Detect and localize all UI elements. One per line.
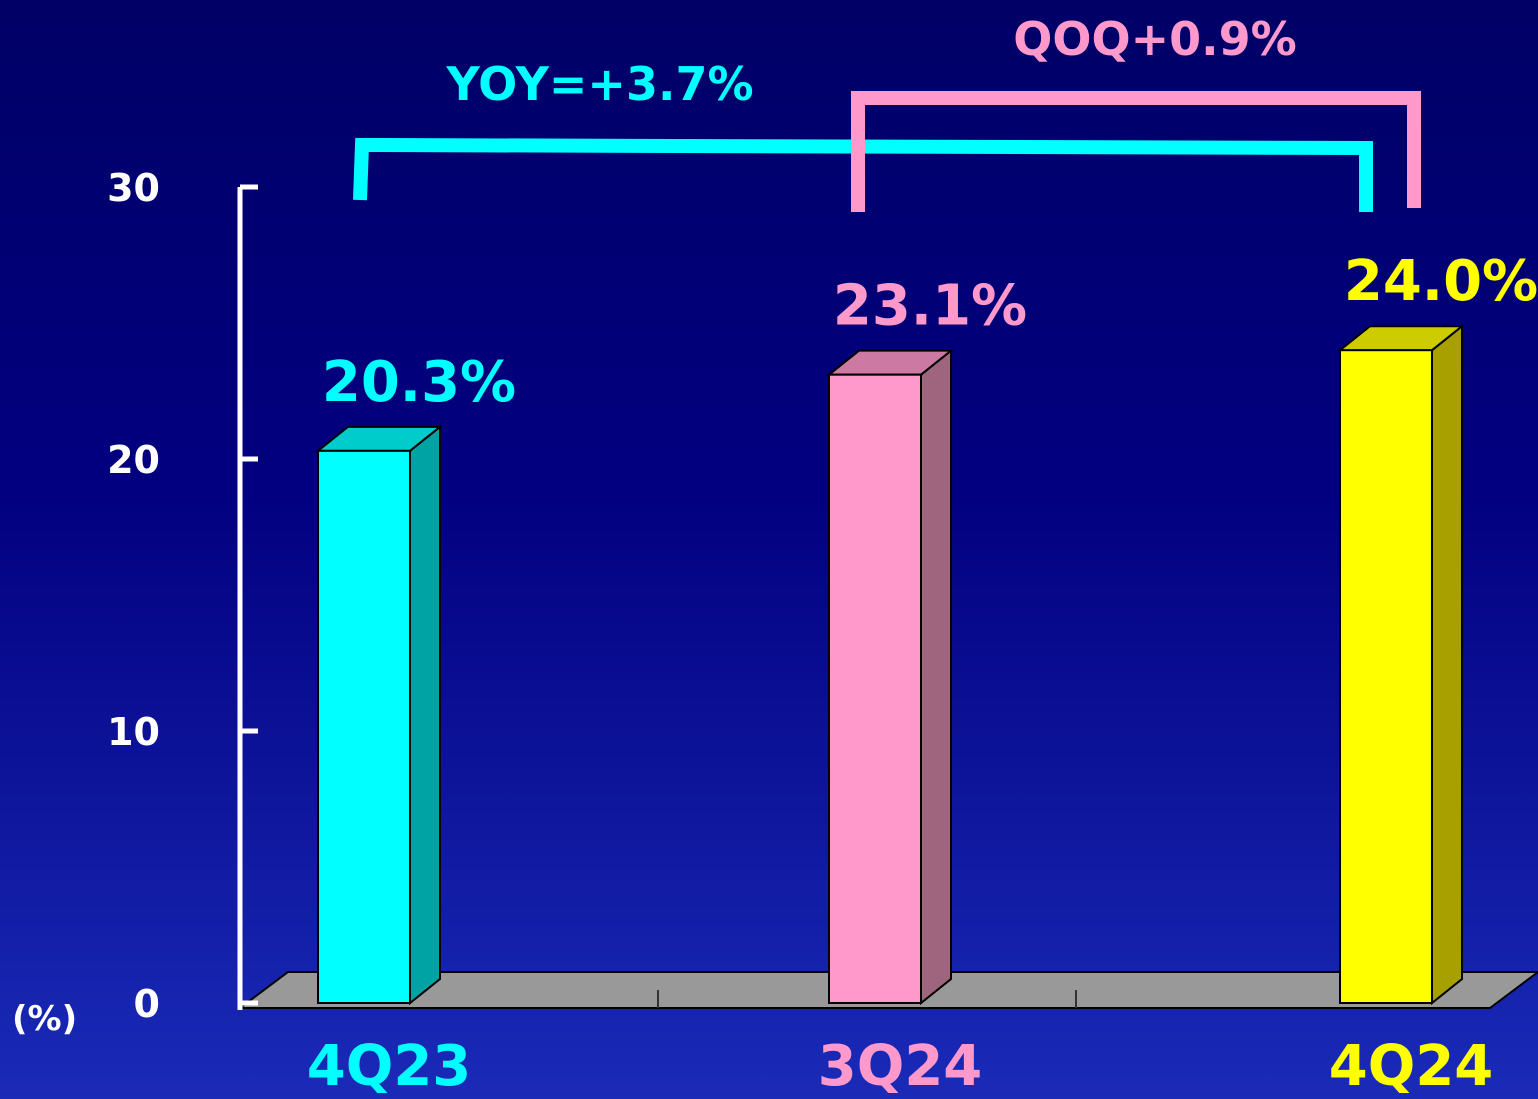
bar-4Q24 xyxy=(1337,324,1465,1006)
value-label-3Q24: 23.1% xyxy=(833,274,1027,339)
value-label-4Q24: 24.0% xyxy=(1344,249,1538,314)
bar-side-3Q24 xyxy=(920,348,952,1006)
bar-front-4Q24 xyxy=(1339,349,1433,1004)
y-tick-label-30: 30 xyxy=(107,166,160,210)
bar-side-4Q24 xyxy=(1431,324,1463,1006)
category-labels: 4Q23 3Q24 4Q24 xyxy=(307,1034,1494,1099)
y-tick-labels: 0 10 20 30 xyxy=(107,166,160,1026)
bar-4Q23 xyxy=(315,424,443,1006)
y-tick-label-20: 20 xyxy=(107,438,160,482)
y-tick-label-0: 0 xyxy=(134,982,160,1026)
bar-front-4Q23 xyxy=(317,449,411,1004)
bar-front-3Q24 xyxy=(828,373,922,1004)
bar-side-4Q23 xyxy=(409,424,441,1006)
y-axis-unit-label: (%) xyxy=(12,999,77,1039)
value-labels: 20.3% 23.1% 24.0% xyxy=(322,249,1538,415)
category-label-4Q23: 4Q23 xyxy=(307,1034,472,1099)
qoq-annotation: QOQ+0.9% xyxy=(1013,12,1296,66)
category-label-3Q24: 3Q24 xyxy=(818,1034,983,1099)
category-label-4Q24: 4Q24 xyxy=(1329,1034,1494,1099)
qoq-bracket xyxy=(851,91,1421,212)
bar-3Q24 xyxy=(826,348,954,1006)
floor-tick-marks xyxy=(657,990,1077,1008)
y-axis xyxy=(237,184,258,1010)
y-tick-label-10: 10 xyxy=(107,710,160,754)
value-label-4Q23: 20.3% xyxy=(322,350,516,415)
yoy-annotation: YOY=+3.7% xyxy=(445,57,753,111)
bars-group xyxy=(315,324,1465,1006)
